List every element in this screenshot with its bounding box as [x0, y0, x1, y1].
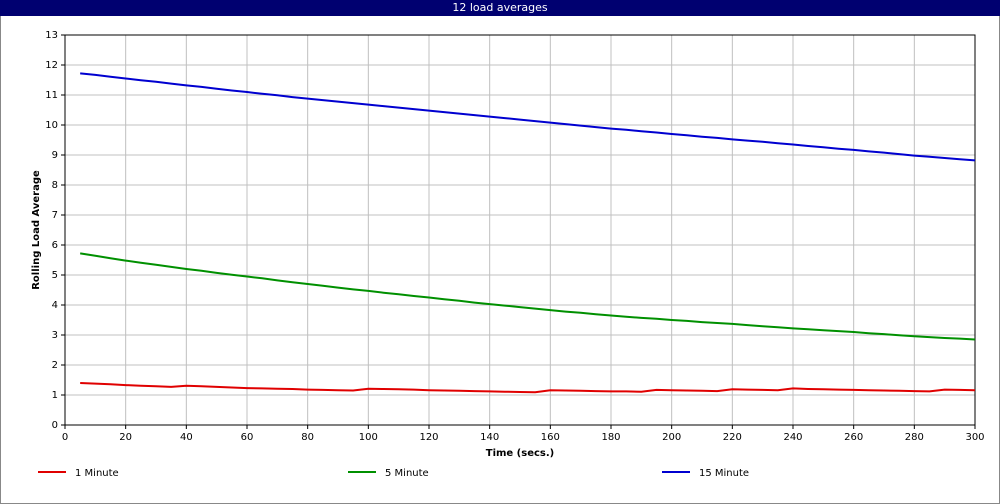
y-tick-label: 10	[45, 120, 58, 131]
y-tick-label: 12	[45, 60, 58, 71]
x-axis-label: Time (secs.)	[486, 448, 555, 459]
y-tick-label: 1	[52, 390, 58, 401]
x-tick-label: 220	[723, 432, 742, 443]
x-tick-label: 180	[601, 432, 620, 443]
x-tick-label: 80	[301, 432, 314, 443]
y-tick-label: 11	[45, 90, 58, 101]
x-tick-label: 120	[419, 432, 438, 443]
x-tick-label: 280	[905, 432, 924, 443]
x-tick-label: 240	[783, 432, 802, 443]
plot-area	[64, 34, 976, 426]
legend-label: 5 Minute	[385, 468, 429, 479]
x-tick-label: 140	[480, 432, 499, 443]
y-tick-label: 0	[52, 420, 58, 431]
y-tick-label: 13	[45, 30, 58, 41]
x-tick-label: 60	[241, 432, 254, 443]
x-tick-label: 0	[62, 432, 68, 443]
series-line	[80, 72, 976, 162]
y-tick-label: 8	[52, 180, 58, 191]
x-tick-label: 40	[180, 432, 193, 443]
x-tick-label: 160	[541, 432, 560, 443]
chart-title: 12 load averages	[452, 1, 548, 14]
y-tick-label: 5	[52, 270, 58, 281]
x-tick-label: 300	[965, 432, 984, 443]
x-tick-label: 100	[359, 432, 378, 443]
y-tick-label: 3	[52, 330, 58, 341]
x-tick-label: 260	[844, 432, 863, 443]
y-tick-label: 2	[52, 360, 58, 371]
y-tick-label: 9	[52, 150, 58, 161]
series-line	[80, 252, 976, 341]
y-tick-label: 6	[52, 240, 58, 251]
y-tick-label: 7	[52, 210, 58, 221]
x-tick-label: 20	[119, 432, 132, 443]
legend-label: 15 Minute	[699, 468, 749, 479]
legend-label: 1 Minute	[75, 468, 119, 479]
series-line	[80, 382, 976, 394]
y-axis-label: Rolling Load Average	[31, 170, 42, 290]
y-tick-label: 4	[52, 300, 58, 311]
x-tick-label: 200	[662, 432, 681, 443]
title-bar	[0, 0, 1000, 16]
